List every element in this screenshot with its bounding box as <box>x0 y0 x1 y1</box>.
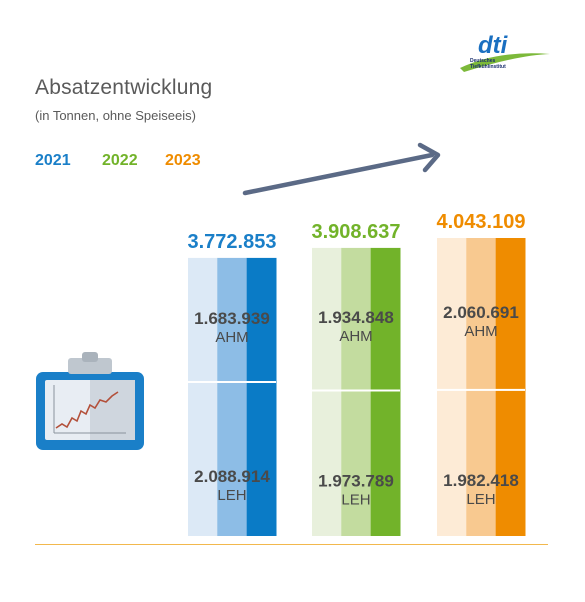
bar-2021-segment-divider <box>188 381 276 383</box>
series-label-ahm-2022: AHM <box>339 328 372 345</box>
value-label-ahm-2022: 1.934.848 <box>318 308 394 327</box>
series-label-ahm-2021: AHM <box>215 329 248 346</box>
clipboard-chart-icon <box>36 352 144 450</box>
legend-2023: 2023 <box>165 152 201 169</box>
legend-2022: 2022 <box>102 152 138 169</box>
legend-2021: 2021 <box>35 152 71 169</box>
logo-subtext-line2: Tiefkühlinstitut <box>470 64 506 70</box>
bar-2022-stripe-3 <box>370 247 401 536</box>
bar-2023-stripe-3 <box>495 238 526 536</box>
chart-title: Absatzentwicklung <box>35 76 213 99</box>
total-label-2022: 3.908.637 <box>312 221 401 243</box>
bar-2022-stripe-1 <box>312 247 342 536</box>
bar-2023-stripe-1 <box>437 238 467 536</box>
trend-arrow-icon <box>242 142 441 196</box>
total-label-2021: 3.772.853 <box>188 231 277 253</box>
logo-subtext: Deutsches Tiefkühlinstitut <box>470 58 506 70</box>
value-label-leh-2022: 1.973.789 <box>318 471 394 490</box>
value-label-ahm-2021: 1.683.939 <box>194 309 270 328</box>
series-label-leh-2022: LEH <box>341 491 370 508</box>
dti-logo: dti <box>460 32 550 72</box>
series-label-leh-2021: LEH <box>217 487 246 504</box>
bar-2022-segment-divider <box>312 389 400 392</box>
bar-2021-stripe-2 <box>217 257 248 536</box>
bar-2023-stripe-2 <box>466 238 497 536</box>
series-label-ahm-2023: AHM <box>464 323 497 340</box>
value-label-leh-2021: 2.088.914 <box>194 467 270 486</box>
bar-2021-stripe-1 <box>188 257 218 536</box>
value-label-leh-2023: 1.982.418 <box>443 471 519 490</box>
value-label-ahm-2023: 2.060.691 <box>443 303 519 322</box>
bar-2022-stripe-2 <box>341 247 372 536</box>
logo-subtext-line1: Deutsches <box>470 58 496 64</box>
logo-wordmark: dti <box>478 32 509 59</box>
series-label-leh-2023: LEH <box>466 491 495 508</box>
chart-subtitle: (in Tonnen, ohne Speiseeis) <box>35 108 196 123</box>
bar-2021-stripe-3 <box>246 257 277 536</box>
chart-baseline <box>35 544 548 545</box>
total-label-2023: 4.043.109 <box>437 211 526 233</box>
bar-2023-segment-divider <box>437 388 525 391</box>
